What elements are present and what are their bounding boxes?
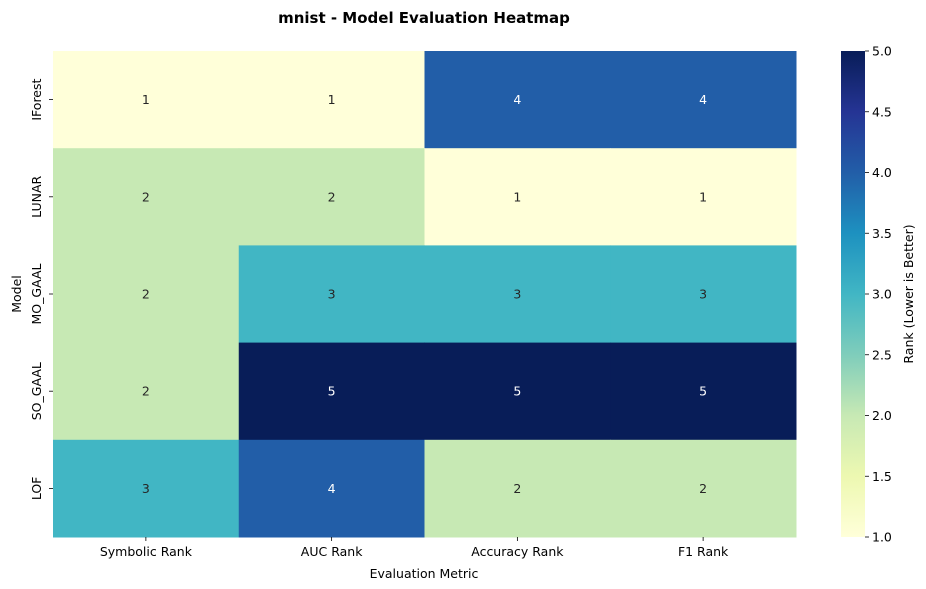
colorbar: 1.0 1.5 2.0 2.5 3.0 3.5 4.0 4.5 5.0 — [841, 44, 892, 545]
heatmap-cell — [238, 439, 425, 538]
y-tick-label: IForest — [29, 78, 44, 120]
cell-annotation: 5 — [328, 384, 336, 399]
cell-annotation: 3 — [142, 481, 150, 496]
colorbar-tick-label: 4.0 — [872, 165, 892, 180]
cell-annotation: 2 — [699, 481, 707, 496]
colorbar-gradient — [841, 51, 865, 537]
colorbar-tick-label: 5.0 — [872, 44, 892, 59]
cell-annotation: 2 — [328, 189, 336, 204]
heatmap-cell — [424, 51, 611, 149]
colorbar-tick-label: 4.5 — [872, 104, 892, 119]
x-tick-label: AUC Rank — [301, 544, 363, 559]
heatmap-cell — [424, 342, 611, 441]
heatmap-cell — [53, 342, 240, 441]
cell-annotation: 1 — [513, 189, 521, 204]
colorbar-tick-label: 2.5 — [872, 347, 892, 362]
cell-annotation: 2 — [142, 189, 150, 204]
heatmap-cell — [238, 51, 425, 149]
cell-annotation: 4 — [699, 92, 707, 107]
heatmap-cell — [610, 245, 797, 344]
heatmap-cell — [238, 342, 425, 441]
y-axis: IForest LUNAR MO_GAAL SO_GAAL LOF — [29, 78, 53, 500]
y-tick-label: LUNAR — [29, 175, 44, 217]
heatmap-cell — [238, 148, 425, 246]
heatmap-cell — [424, 245, 611, 344]
colorbar-label: Rank (Lower is Better) — [901, 224, 916, 363]
heatmap-cell — [53, 148, 240, 246]
colorbar-tick-label: 2.0 — [872, 408, 892, 423]
x-axis-label: Evaluation Metric — [370, 566, 479, 581]
y-axis-label: Model — [9, 275, 24, 313]
cell-annotation: 1 — [699, 189, 707, 204]
x-tick-label: F1 Rank — [678, 544, 729, 559]
cell-annotation: 2 — [513, 481, 521, 496]
y-tick-label: LOF — [29, 477, 44, 501]
heatmap-cell — [53, 439, 240, 538]
cell-annotation: 1 — [142, 92, 150, 107]
heatmap-cell — [610, 342, 797, 441]
cell-annotation: 4 — [328, 481, 336, 496]
colorbar-tick-label: 3.0 — [872, 287, 892, 302]
colorbar-tick-label: 1.5 — [872, 469, 892, 484]
heatmap-cell — [424, 148, 611, 246]
heatmap-cell — [610, 148, 797, 246]
x-axis: Symbolic Rank AUC Rank Accuracy Rank F1 Ran… — [100, 537, 729, 559]
heatmap-cell — [53, 51, 240, 149]
cell-annotation: 5 — [699, 384, 707, 399]
colorbar-tick-label: 1.0 — [872, 530, 892, 545]
cell-annotation: 5 — [513, 384, 521, 399]
y-tick-label: SO_GAAL — [29, 362, 44, 420]
cell-annotation: 3 — [328, 287, 336, 302]
y-tick-label: MO_GAAL — [29, 263, 44, 324]
heatmap-cell — [610, 439, 797, 538]
cell-annotation: 2 — [142, 384, 150, 399]
heatmap-cell — [610, 51, 797, 149]
cell-annotation: 2 — [142, 287, 150, 302]
cell-annotation: 4 — [513, 92, 521, 107]
heatmap-cell — [424, 439, 611, 538]
cell-annotation: 3 — [699, 287, 707, 302]
colorbar-tick-label: 3.5 — [872, 226, 892, 241]
heatmap-cells: 1 1 4 4 2 2 1 1 2 3 3 3 2 5 5 5 3 4 2 2 — [53, 51, 797, 538]
cell-annotation: 1 — [328, 92, 336, 107]
heatmap-cell — [53, 245, 240, 344]
x-tick-label: Symbolic Rank — [100, 544, 193, 559]
x-tick-label: Accuracy Rank — [471, 544, 564, 559]
cell-annotation: 3 — [513, 287, 521, 302]
chart-title: mnist - Model Evaluation Heatmap — [278, 9, 570, 27]
heatmap-cell — [238, 245, 425, 344]
